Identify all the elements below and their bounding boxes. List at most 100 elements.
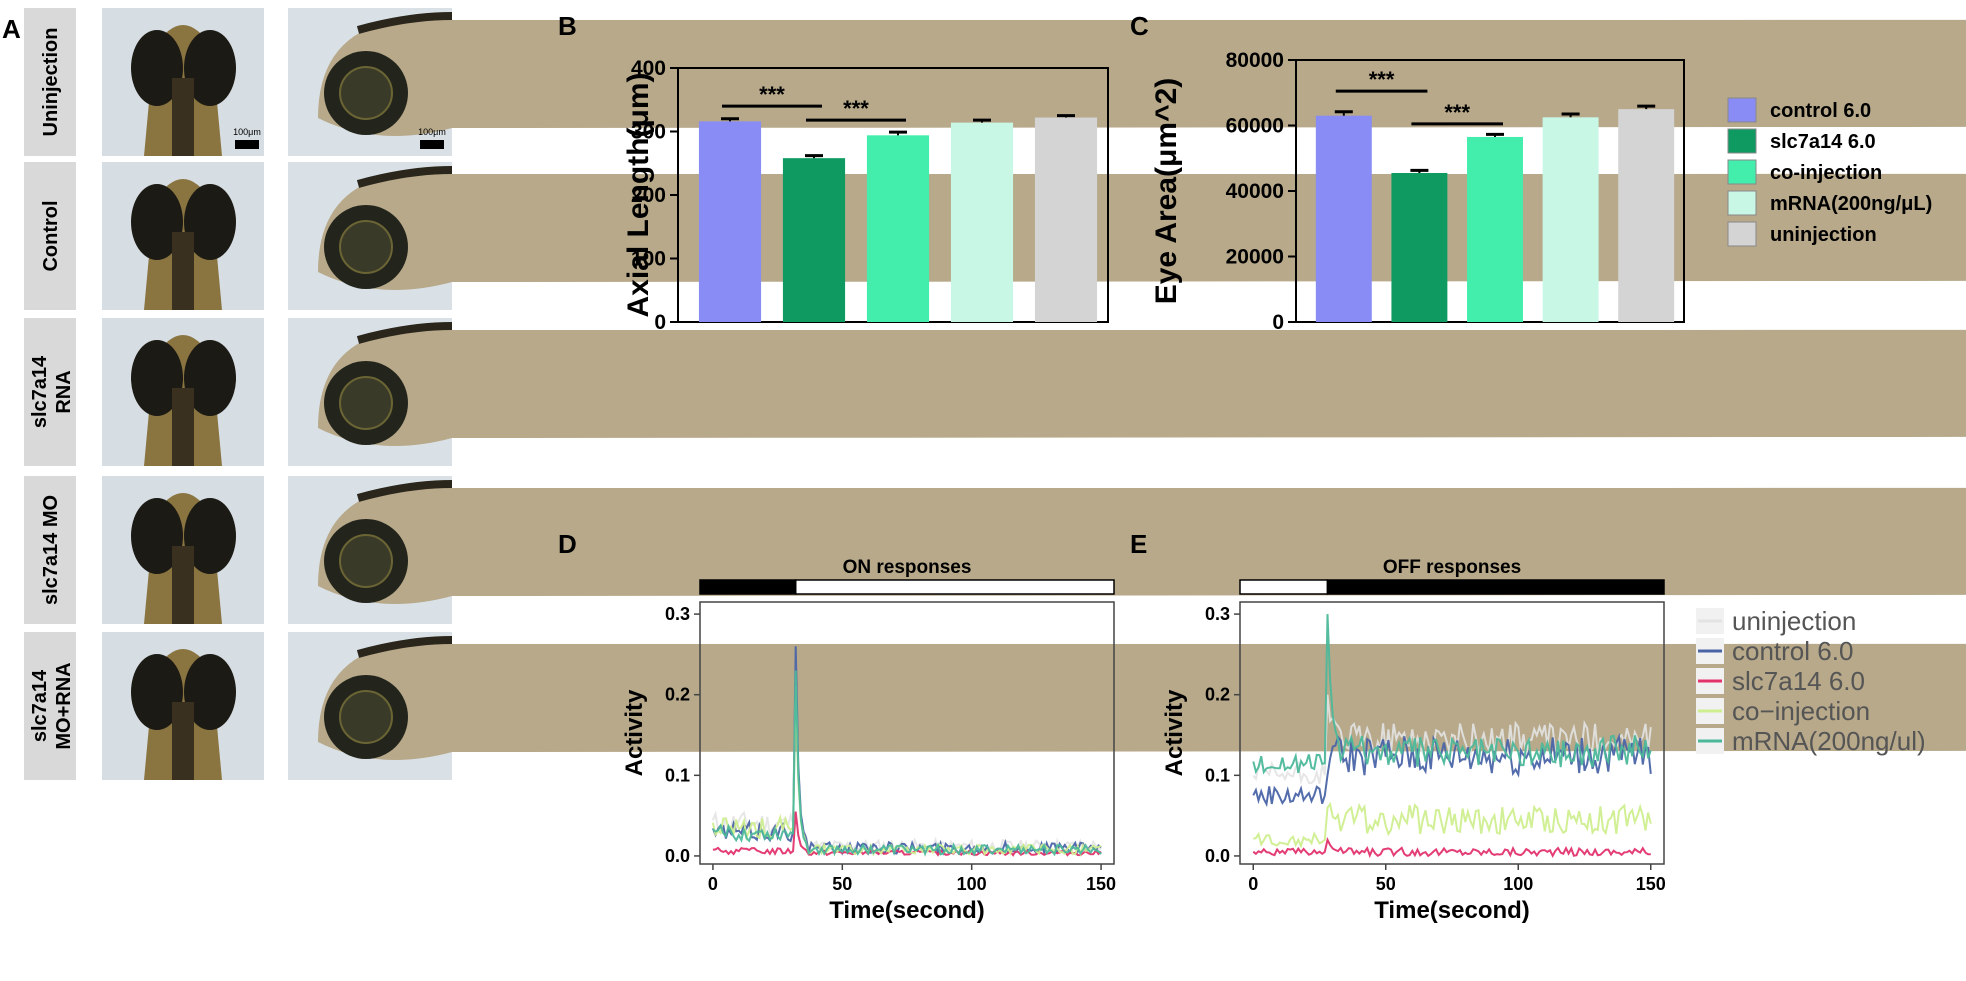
x-tick-label: 100 <box>1503 874 1533 894</box>
row-label: Uninjection <box>40 28 62 137</box>
row-label-box <box>24 8 76 156</box>
row-label-line: RNA <box>53 370 75 413</box>
larva-body-shape <box>318 487 1966 604</box>
stimulus-segment <box>1239 579 1329 595</box>
larva-midline <box>172 702 194 780</box>
larva-pigment-stripe <box>356 480 453 502</box>
row-label-line: slc7a14 MO <box>40 495 62 605</box>
series-line <box>712 811 1102 857</box>
series-line <box>712 670 1102 857</box>
larva-midline <box>172 78 194 156</box>
panel-a-row: slc7a14 MO+RNA <box>24 632 1966 780</box>
lateral-eye-lens <box>339 376 393 430</box>
panel-b-letter: B <box>558 11 577 41</box>
row-label: slc7a14 MO+RNA <box>29 662 75 749</box>
larva-pigment-stripe <box>356 166 453 188</box>
legend-swatch <box>1727 97 1757 123</box>
y-tick-label: 0 <box>654 311 666 334</box>
bar <box>1034 117 1098 322</box>
larva-midline <box>172 388 194 466</box>
bar <box>782 158 846 322</box>
x-axis-label: Time(second) <box>1374 897 1530 924</box>
row-label: slc7a14 MO <box>40 495 62 605</box>
row-label-line: slc7a14 <box>29 669 51 742</box>
series-line <box>711 686 1102 858</box>
row-label-line: Control <box>40 200 62 271</box>
left-eye <box>131 340 183 416</box>
x-tick-label: 0 <box>708 874 718 894</box>
series-line <box>1252 694 1652 785</box>
right-eye <box>184 498 236 574</box>
significance-label: *** <box>1369 67 1395 92</box>
stimulus-segment <box>699 579 797 595</box>
row-label-line: Uninjection <box>40 28 62 137</box>
y-tick-label: 20000 <box>1226 246 1284 269</box>
larva-pigment-stripe <box>356 636 453 658</box>
bar <box>950 122 1014 322</box>
scale-bar-lateral-label: 100μm <box>418 127 446 137</box>
chart-title: OFF responses <box>1383 557 1521 578</box>
legend-label: mRNA(200ng/μL) <box>1770 193 1932 215</box>
row-label-line: MO+RNA <box>53 662 75 749</box>
panel-a-letter: A <box>2 14 21 44</box>
panel-a-row: slc7a14 RNA <box>24 318 1966 466</box>
lateral-eye-lens <box>339 690 393 744</box>
row-label-box <box>24 318 76 466</box>
lateral-eye-lens <box>339 220 393 274</box>
series-line <box>1252 614 1652 775</box>
y-tick-label: 200 <box>631 184 666 207</box>
left-eye <box>131 30 183 106</box>
scale-bar-lateral <box>420 140 444 149</box>
legend-label: control 6.0 <box>1732 636 1853 666</box>
row-label-line: slc7a14 <box>29 355 51 428</box>
larva-midline <box>172 232 194 310</box>
row-label: Control <box>40 200 62 271</box>
x-tick-label: 100 <box>957 874 987 894</box>
y-tick-label: 0.2 <box>1205 685 1230 705</box>
bar <box>1467 136 1523 322</box>
chart-title: ON responses <box>843 557 972 578</box>
legend-swatch <box>1727 190 1757 216</box>
scale-bar-dorsal-label: 100μm <box>233 127 261 137</box>
left-eye <box>131 184 183 260</box>
bar <box>1618 109 1675 322</box>
y-tick-label: 40000 <box>1226 180 1284 203</box>
lateral-eye-lens <box>339 66 393 120</box>
legend-label: uninjection <box>1770 224 1877 246</box>
y-tick-label: 0.3 <box>665 604 690 624</box>
x-tick-label: 0 <box>1248 874 1258 894</box>
panel-e-letter: E <box>1130 529 1147 559</box>
left-eye <box>131 498 183 574</box>
y-tick-label: 0.2 <box>665 685 690 705</box>
bar-chart-eye-area: 0 20000 40000 60000 80000 Eye Area(μm^2) *** **… <box>1150 49 1685 334</box>
plot-frame <box>1295 59 1685 323</box>
x-axis-label: Time(second) <box>829 897 985 924</box>
x-tick-label: 50 <box>1376 874 1396 894</box>
panel-c-letter: C <box>1130 11 1149 41</box>
row-label-box <box>24 162 76 310</box>
panel-d-letter: D <box>558 529 577 559</box>
row-label: slc7a14 RNA <box>29 355 75 428</box>
legend-label: co-injection <box>1770 162 1882 184</box>
series-line <box>1252 836 1651 859</box>
significance-label: *** <box>1444 100 1470 125</box>
line-chart-off-responses: OFF responses 0 50 100 150 0.0 0.1 0.2 0.3 Time(s… <box>1161 557 1666 924</box>
legend-label: slc7a14 6.0 <box>1732 666 1865 696</box>
legend-label: uninjection <box>1732 606 1856 636</box>
larva-body-shape <box>318 173 1966 290</box>
y-tick-label: 300 <box>631 121 666 144</box>
right-eye <box>184 340 236 416</box>
legend-label: control 6.0 <box>1770 100 1871 122</box>
line-chart-on-responses: ON responses 0 50 100 150 0.0 0.1 0.2 0.3 Time(se… <box>621 557 1116 924</box>
larva-body-shape <box>318 329 1966 446</box>
significance-label: *** <box>843 96 869 121</box>
stimulus-segment <box>794 579 1115 595</box>
row-label-box <box>24 476 76 624</box>
stimulus-segment <box>1326 579 1665 595</box>
series-line <box>1252 732 1652 808</box>
left-eye <box>131 654 183 730</box>
series-line <box>1252 801 1652 849</box>
